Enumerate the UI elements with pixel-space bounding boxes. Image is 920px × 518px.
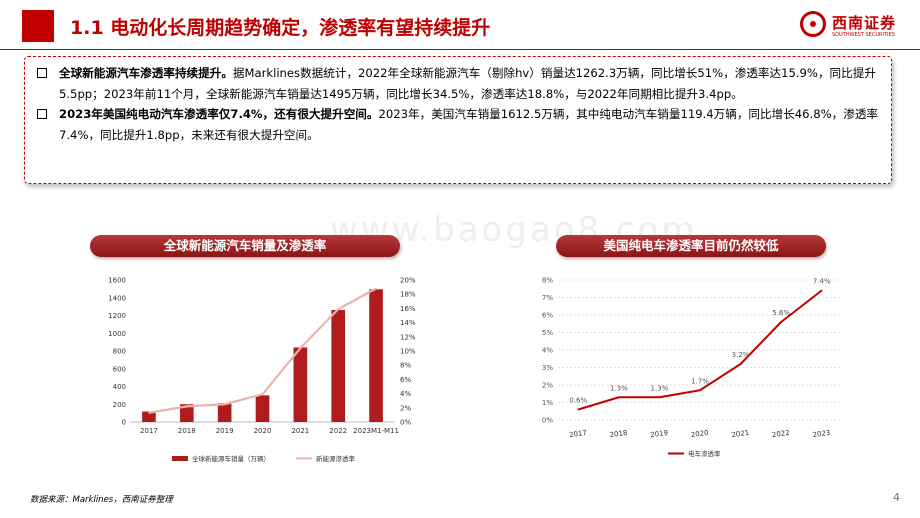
sales-bar bbox=[369, 289, 383, 422]
y-tick-label: 4% bbox=[542, 347, 553, 355]
legend-line-label: 电车渗透率 bbox=[688, 449, 721, 458]
data-label: 0.6% bbox=[569, 397, 587, 405]
page-number: 4 bbox=[893, 491, 900, 504]
y-tick-label: 1200 bbox=[108, 312, 126, 320]
x-tick-label: 2020 bbox=[690, 429, 709, 439]
company-logo: 西南证券 SOUTHWEST SECURITIES bbox=[800, 9, 905, 45]
penetration-point bbox=[185, 405, 188, 408]
y-tick-label: 1400 bbox=[108, 294, 126, 302]
ev-penetration-point bbox=[820, 289, 823, 292]
bullet-headline: 2023年美国纯电动汽车渗透率仅7.4%，还有很大提升空间。 bbox=[59, 107, 379, 121]
y-tick-label: 400 bbox=[113, 383, 126, 391]
page-title: 1.1 电动化长周期趋势确定，渗透率有望持续提升 bbox=[70, 17, 491, 39]
x-tick-label: 2019 bbox=[216, 427, 234, 435]
us-ev-penetration-chart: 0% 1% 2% 3% 4% 5% 6% 7% 8% 0.6% 1.3% 1.3% 1.7% 3.2% 5.… bbox=[542, 277, 842, 458]
y-tick-label: 1600 bbox=[108, 277, 126, 285]
global-nev-sales-chart: 0 200 400 600 800 1000 1200 1400 1600 0% 2% 4% 6% 8% 1… bbox=[108, 277, 416, 464]
logo-emblem-icon bbox=[800, 11, 826, 37]
title-accent-block bbox=[22, 10, 54, 42]
data-label: 5.6% bbox=[772, 309, 790, 317]
chart-title-global-nev: 全球新能源汽车销量及渗透率 bbox=[90, 235, 400, 257]
data-label: 1.7% bbox=[691, 377, 709, 385]
bullet-headline: 全球新能源汽车渗透率持续提升。 bbox=[59, 66, 233, 80]
x-tick-label: 2017 bbox=[569, 429, 588, 439]
ev-penetration-point bbox=[699, 389, 701, 392]
y2-tick-label: 8% bbox=[400, 362, 411, 370]
sales-bar bbox=[142, 411, 156, 422]
y-tick-label: 5% bbox=[542, 329, 553, 337]
x-tick-label: 2018 bbox=[178, 427, 196, 435]
sales-bar bbox=[331, 309, 346, 422]
y-tick-label: 7% bbox=[542, 294, 553, 302]
x-tick-label: 2021 bbox=[731, 429, 750, 439]
x-tick-label: 2018 bbox=[609, 429, 628, 439]
ev-penetration-point bbox=[780, 321, 782, 323]
y2-tick-label: 10% bbox=[400, 348, 416, 356]
legend-line-label: 新能源渗透率 bbox=[316, 454, 356, 463]
y-tick-label: 0 bbox=[122, 419, 126, 427]
y-tick-label: 6% bbox=[542, 312, 553, 320]
ev-penetration-point bbox=[618, 396, 620, 399]
data-label: 1.3% bbox=[610, 384, 628, 392]
y-tick-label: 1% bbox=[542, 399, 553, 407]
y-tick-label: 800 bbox=[113, 348, 126, 356]
y2-tick-label: 0% bbox=[400, 419, 411, 427]
penetration-point bbox=[148, 411, 150, 414]
ev-penetration-point bbox=[739, 363, 742, 365]
y2-tick-label: 18% bbox=[400, 291, 416, 299]
source-note: 数据来源：Marklines，西南证券整理 bbox=[30, 495, 173, 505]
square-bullet-icon bbox=[37, 68, 47, 78]
y-tick-label: 0% bbox=[542, 417, 553, 425]
x-tick-label: 2021 bbox=[291, 427, 309, 435]
data-label: 7.4% bbox=[813, 278, 831, 286]
y2-tick-label: 6% bbox=[400, 376, 411, 384]
y-tick-label: 600 bbox=[113, 365, 126, 373]
x-tick-label: 2017 bbox=[140, 427, 158, 435]
x-tick-label: 2022 bbox=[771, 429, 790, 439]
y2-tick-label: 16% bbox=[400, 305, 416, 313]
y2-tick-label: 12% bbox=[400, 333, 416, 341]
y-tick-label: 2% bbox=[542, 382, 553, 390]
y2-tick-label: 4% bbox=[400, 390, 411, 398]
sales-bar bbox=[293, 347, 308, 422]
x-tick-label: 2022 bbox=[329, 427, 347, 435]
bullet-text: 据Marklines数据统计，2022年全球新能源汽车（剔除hv）销量达1262… bbox=[59, 66, 876, 101]
ev-penetration-point bbox=[658, 396, 661, 399]
sales-bar bbox=[179, 404, 194, 422]
sales-bar bbox=[217, 403, 232, 422]
x-tick-label: 2019 bbox=[650, 429, 669, 439]
x-tick-label: 2020 bbox=[254, 427, 272, 435]
penetration-point bbox=[223, 403, 226, 406]
y-tick-label: 8% bbox=[542, 277, 553, 285]
y2-tick-label: 14% bbox=[400, 319, 416, 327]
legend-bar-swatch bbox=[172, 456, 188, 461]
sales-bar bbox=[255, 395, 270, 422]
penetration-point bbox=[337, 308, 340, 310]
penetration-point bbox=[261, 393, 264, 396]
logo-text-en: SOUTHWEST SECURITIES bbox=[832, 32, 895, 38]
bullet-text: 2023年，美国汽车销量1612.5万辆，其中纯电动汽车销量119.4万辆，同比… bbox=[59, 107, 879, 142]
data-label: 3.2% bbox=[732, 351, 750, 359]
y-tick-label: 1000 bbox=[108, 330, 126, 338]
ev-penetration-point bbox=[577, 408, 580, 411]
penetration-point bbox=[375, 287, 377, 290]
chart-title-us-ev: 美国纯电车渗透率目前仍然较低 bbox=[556, 235, 826, 257]
summary-box: 全球新能源汽车渗透率持续提升。据Marklines数据统计，2022年全球新能源… bbox=[24, 56, 892, 184]
penetration-point bbox=[299, 347, 302, 349]
logo-text-cn: 西南证券 bbox=[832, 14, 897, 32]
y-tick-label: 200 bbox=[113, 401, 126, 409]
y2-tick-label: 2% bbox=[400, 404, 411, 412]
legend-bar-label: 全球新能源车销量（万辆） bbox=[192, 454, 270, 463]
bullet-item: 全球新能源汽车渗透率持续提升。据Marklines数据统计，2022年全球新能源… bbox=[35, 63, 881, 104]
x-tick-label: 2023 bbox=[812, 429, 831, 439]
data-label: 1.3% bbox=[651, 384, 669, 392]
bullet-item: 2023年美国纯电动汽车渗透率仅7.4%，还有很大提升空间。2023年，美国汽车… bbox=[35, 104, 881, 145]
square-bullet-icon bbox=[37, 109, 47, 119]
title-divider bbox=[0, 49, 920, 50]
x-tick-label: 2023M1-M11 bbox=[353, 427, 399, 435]
y2-tick-label: 20% bbox=[400, 277, 416, 285]
y-tick-label: 3% bbox=[542, 364, 553, 372]
